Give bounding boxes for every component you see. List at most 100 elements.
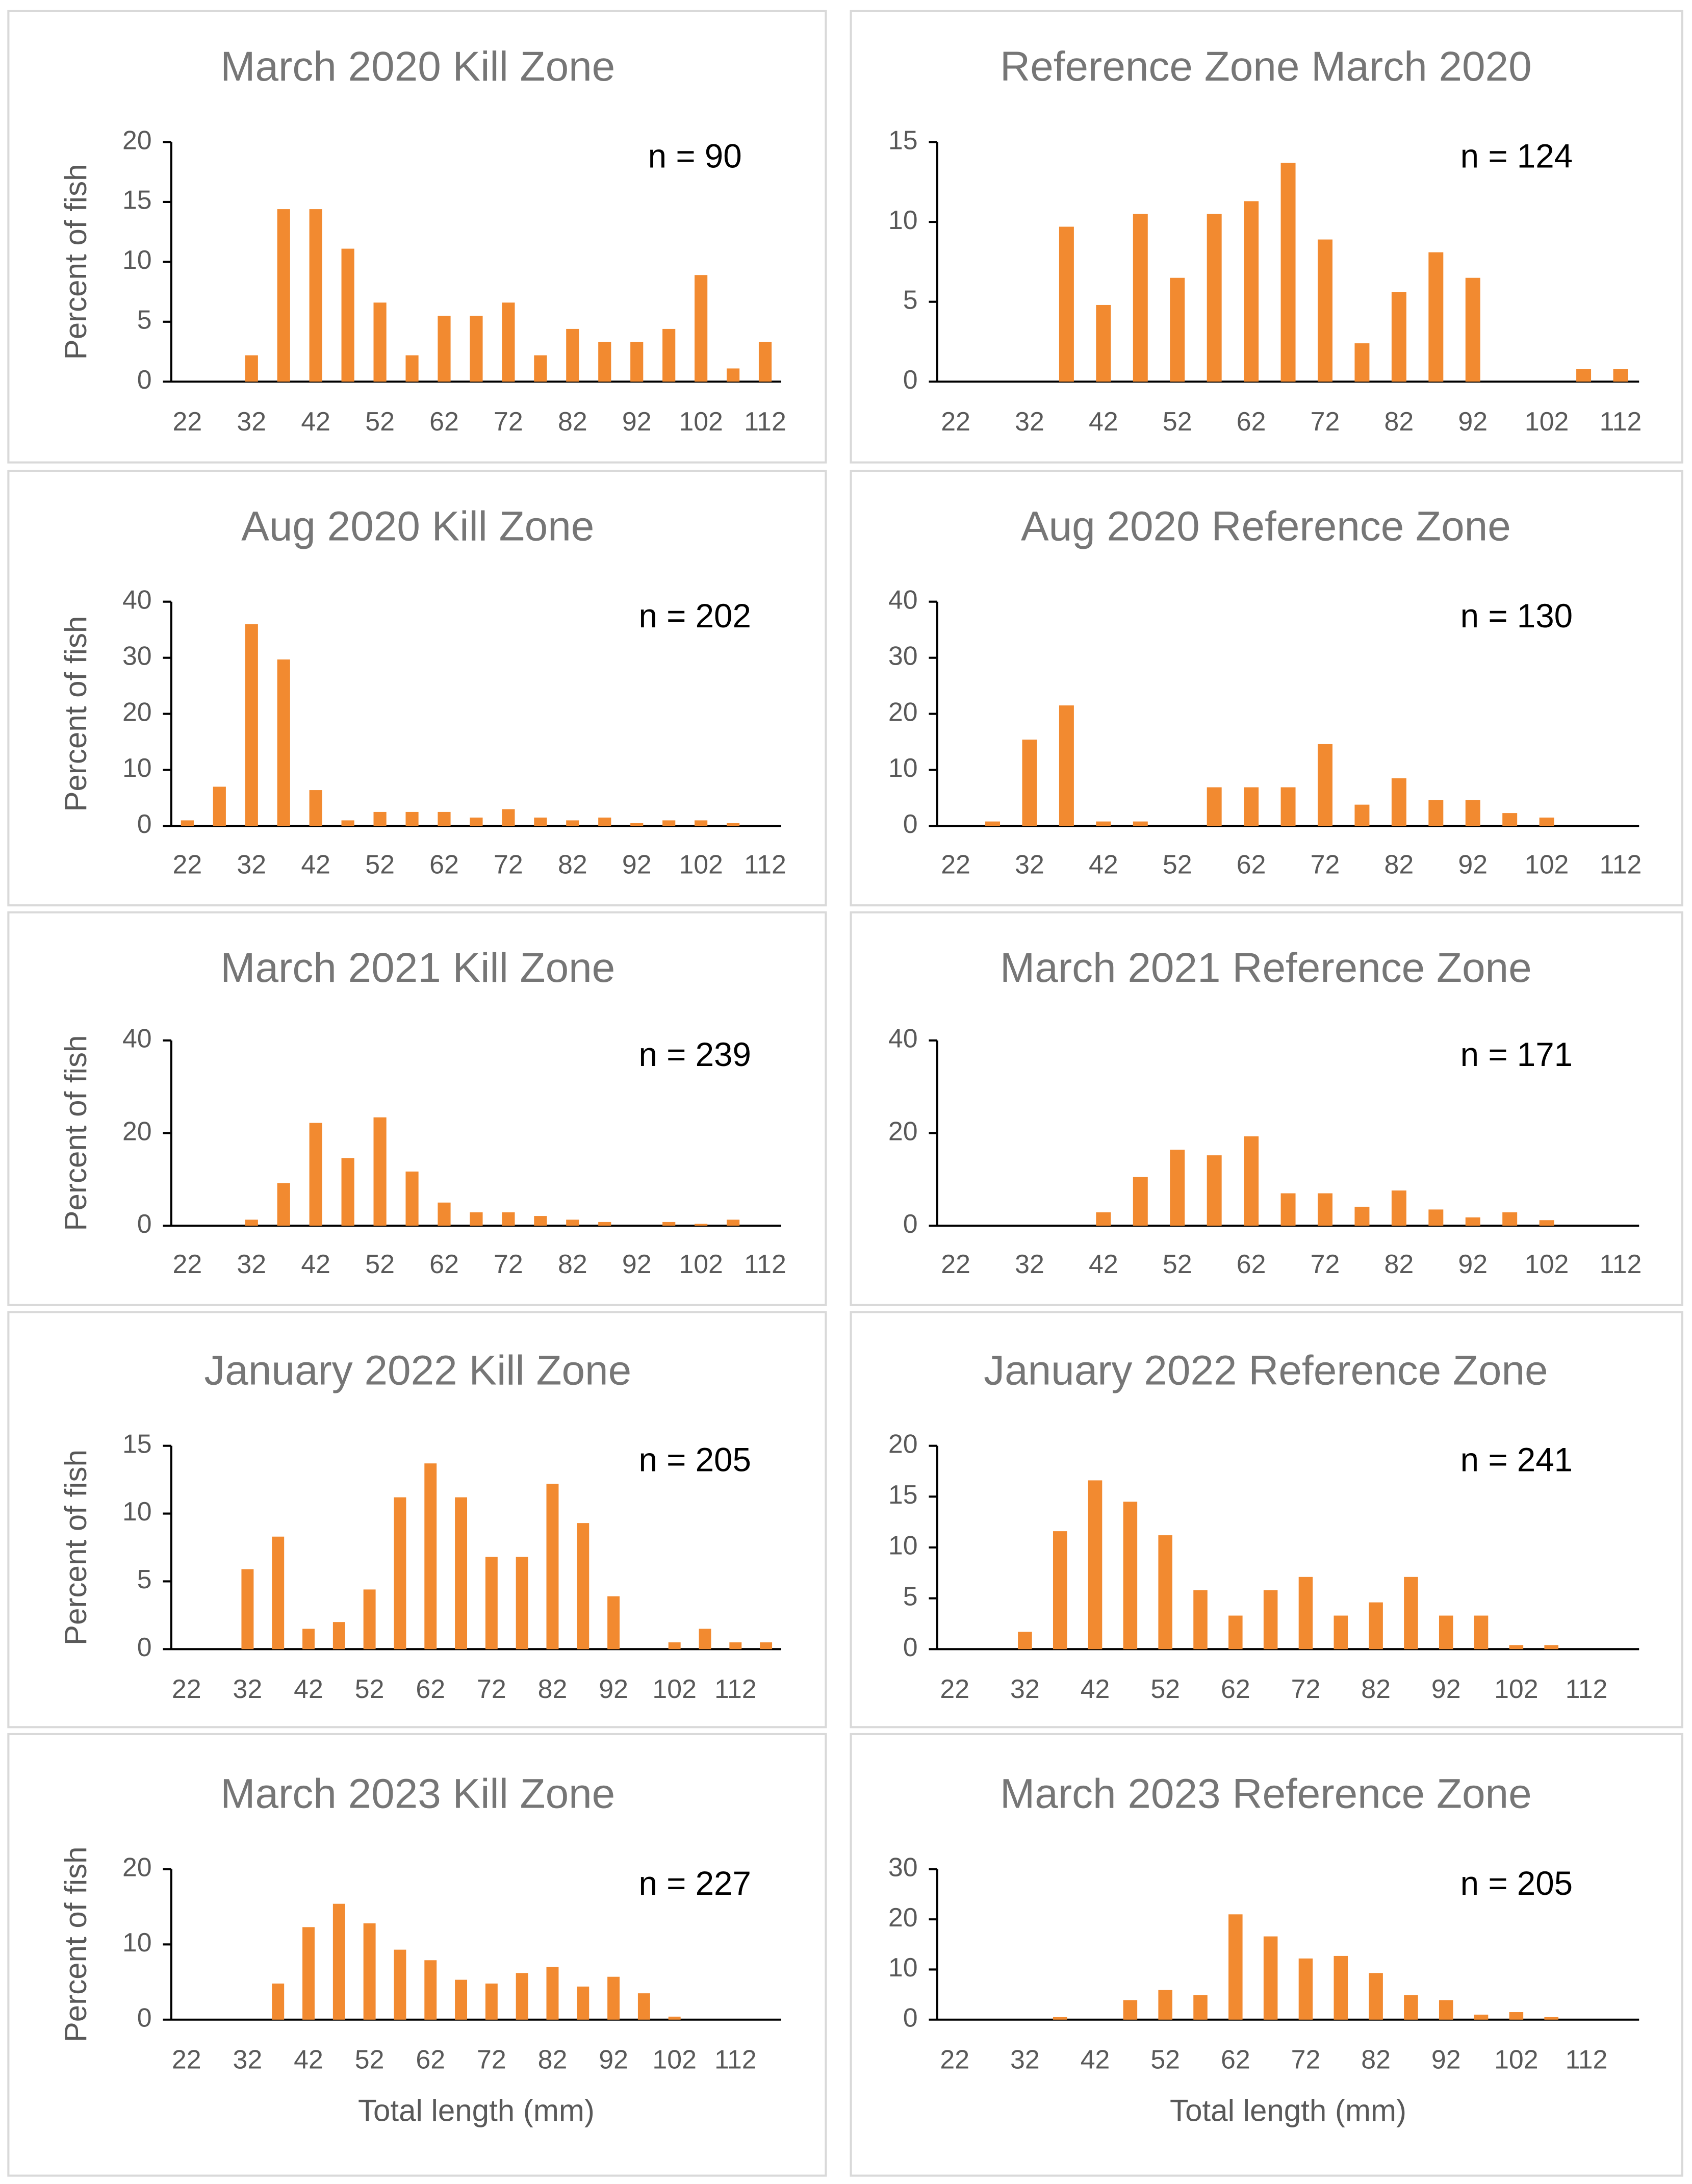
bar: [534, 1216, 547, 1226]
y-tick-label: 15: [888, 1480, 918, 1509]
bar: [373, 1117, 387, 1226]
bar: [546, 1484, 559, 1649]
x-tick-label: 92: [622, 1249, 652, 1279]
bar: [1096, 821, 1111, 826]
panel-border: [7, 911, 827, 1306]
y-tick-label: 20: [888, 1429, 918, 1458]
y-tick-label: 30: [122, 641, 152, 670]
x-tick-label: 92: [599, 2044, 628, 2074]
x-tick-label: 102: [1494, 1674, 1539, 1704]
x-tick-label: 82: [558, 849, 587, 879]
x-tick-label: 22: [173, 1249, 202, 1279]
x-tick-label: 52: [1163, 1249, 1192, 1279]
bar: [1228, 1914, 1243, 2020]
x-tick-label: 72: [477, 1674, 506, 1704]
bar: [455, 1497, 468, 1649]
x-tick-label: 72: [477, 2044, 506, 2074]
bar: [758, 342, 772, 382]
chart-title: March 2023 Kill Zone: [220, 1770, 615, 1817]
x-tick-label: 112: [1600, 1249, 1642, 1279]
x-tick-label: 72: [1291, 1674, 1321, 1704]
y-tick-label: 20: [888, 1902, 918, 1932]
y-tick-label: 5: [137, 1564, 152, 1594]
x-tick-label: 52: [1163, 849, 1192, 879]
bar: [1318, 239, 1332, 382]
bar: [516, 1557, 528, 1649]
x-tick-label: 32: [237, 849, 266, 879]
bar: [1123, 2000, 1138, 2020]
x-tick-label: 92: [1458, 407, 1488, 436]
x-tick-label: 52: [365, 1249, 395, 1279]
y-tick-label: 0: [903, 365, 918, 394]
sample-size: n = 202: [638, 597, 751, 634]
x-tick-label: 102: [679, 407, 723, 436]
x-tick-label: 112: [1566, 1674, 1608, 1704]
bar: [1428, 1209, 1444, 1226]
y-axis-label: Percent of fish: [59, 1450, 93, 1645]
bar: [1439, 1615, 1453, 1649]
y-tick-label: 0: [903, 1209, 918, 1238]
x-tick-label: 62: [1237, 1249, 1266, 1279]
x-tick-label: 52: [1150, 2044, 1180, 2074]
x-tick-label: 102: [1525, 849, 1569, 879]
x-tick-label: 92: [1431, 1674, 1461, 1704]
sample-size: n = 124: [1460, 138, 1573, 175]
y-tick-label: 30: [888, 1852, 918, 1882]
bar: [1465, 277, 1480, 382]
bar: [598, 342, 611, 382]
x-tick-label: 32: [233, 1674, 263, 1704]
x-tick-label: 22: [173, 849, 202, 879]
x-tick-label: 82: [558, 1249, 587, 1279]
x-tick-label: 112: [744, 849, 786, 879]
x-tick-label: 82: [1361, 2044, 1391, 2074]
bar: [272, 1983, 285, 2020]
bar: [1502, 1212, 1518, 1226]
x-tick-label: 22: [172, 1674, 201, 1704]
bar: [405, 811, 419, 826]
x-tick-label: 102: [1525, 1249, 1569, 1279]
y-tick-label: 20: [888, 1116, 918, 1146]
bar: [272, 1536, 285, 1649]
x-tick-label: 22: [941, 849, 970, 879]
bar: [394, 1949, 406, 2020]
bar: [695, 820, 708, 826]
x-tick-label: 112: [714, 1674, 757, 1704]
panel-border: [7, 10, 827, 464]
x-tick-label: 112: [714, 2044, 757, 2074]
x-tick-label: 102: [1525, 407, 1569, 436]
panel-border: [850, 469, 1683, 907]
bar: [241, 1569, 254, 1649]
chart-title: January 2022 Reference Zone: [984, 1347, 1548, 1393]
y-axis-label: Percent of fish: [59, 616, 93, 812]
x-tick-label: 82: [1385, 407, 1414, 436]
y-axis-label: Percent of fish: [59, 164, 93, 360]
bar: [1544, 2017, 1558, 2020]
x-tick-label: 42: [294, 2044, 323, 2074]
x-tick-label: 92: [1458, 1249, 1488, 1279]
bar: [181, 820, 194, 826]
bar: [502, 1212, 515, 1226]
y-tick-label: 15: [122, 1429, 152, 1458]
x-tick-label: 82: [538, 1674, 568, 1704]
x-tick-label: 62: [1221, 2044, 1250, 2074]
bar: [516, 1973, 528, 2020]
bar: [577, 1523, 589, 1649]
x-tick-label: 102: [679, 849, 723, 879]
y-axis-label: Percent of fish: [59, 1846, 93, 2042]
bar: [1354, 343, 1370, 382]
bar: [1133, 214, 1148, 382]
x-tick-label: 112: [1566, 2044, 1608, 2074]
bar: [1280, 787, 1296, 826]
y-tick-label: 0: [137, 809, 152, 839]
bar: [668, 1642, 681, 1649]
x-tick-label: 42: [1081, 1674, 1110, 1704]
y-tick-label: 10: [122, 245, 152, 274]
sample-size: n = 205: [638, 1441, 751, 1479]
bar: [1391, 778, 1406, 826]
bar: [1404, 1995, 1418, 2020]
bar: [662, 1222, 676, 1226]
bar: [1193, 1590, 1208, 1649]
bar: [1369, 1602, 1383, 1649]
bar: [1207, 214, 1222, 382]
x-tick-label: 62: [1221, 1674, 1250, 1704]
